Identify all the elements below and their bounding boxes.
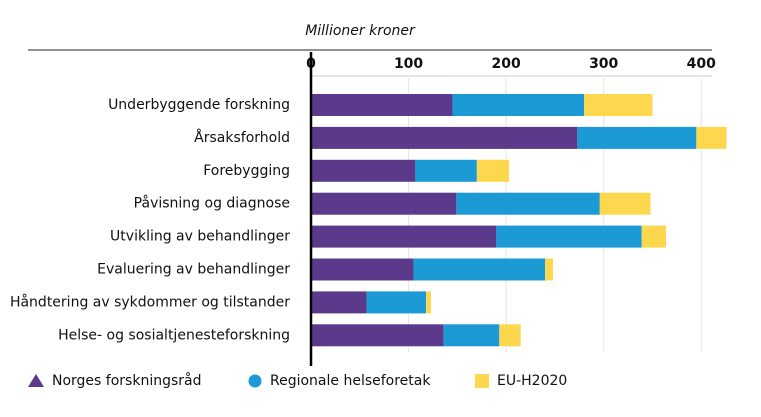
legend-label: Regionale helseforetak (270, 373, 431, 389)
bar-segment (311, 324, 444, 347)
bar-segment (443, 324, 500, 347)
y-tick-label: Årsaksforhold (194, 129, 290, 146)
bar-segment (415, 159, 477, 182)
bar-segment (413, 258, 546, 281)
x-tick-label: 100 (394, 56, 423, 72)
y-tick-label: Påvisning og diagnose (134, 195, 290, 212)
y-tick-label: Utvikling av behandlinger (110, 229, 290, 245)
axis-title: Millioner kroner (305, 23, 416, 39)
legend-marker (475, 374, 489, 388)
bar-segment (584, 94, 653, 116)
bar-segment (311, 225, 497, 248)
bar-segment (311, 291, 367, 314)
x-tick-label: 200 (492, 56, 521, 72)
bar-segment (496, 225, 642, 248)
bar-segment (426, 291, 431, 314)
bar-segment (311, 192, 457, 215)
bar-segment (366, 291, 427, 314)
x-tick-label: 300 (589, 56, 618, 72)
y-tick-label: Forebygging (203, 163, 290, 179)
legend-label: EU-H2020 (497, 373, 567, 389)
x-tick-label: 400 (687, 56, 716, 72)
bar-segment (311, 258, 414, 281)
bar-segment (696, 126, 727, 149)
bar-segment (311, 159, 416, 182)
legend-marker (28, 374, 44, 387)
bar-segment (599, 192, 651, 215)
y-tick-label: Helse- og sosialtjenesteforskning (58, 327, 290, 343)
y-tick-label: Håndtering av sykdommer og tilstander (10, 293, 290, 310)
bar-segment (456, 192, 600, 215)
bar-segment (476, 159, 510, 182)
y-tick-label: Evaluering av behandlinger (97, 262, 290, 278)
bar-segment (577, 126, 697, 149)
bar-segment (545, 258, 553, 281)
bar-segment (452, 94, 585, 116)
bar-segment (499, 324, 521, 347)
bar-segment (641, 225, 667, 248)
bar-segment (311, 94, 453, 116)
legend-marker (248, 374, 262, 388)
legend-label: Norges forskningsråd (52, 372, 201, 389)
bar-segment (311, 126, 578, 149)
y-tick-label: Underbyggende forskning (108, 97, 290, 113)
